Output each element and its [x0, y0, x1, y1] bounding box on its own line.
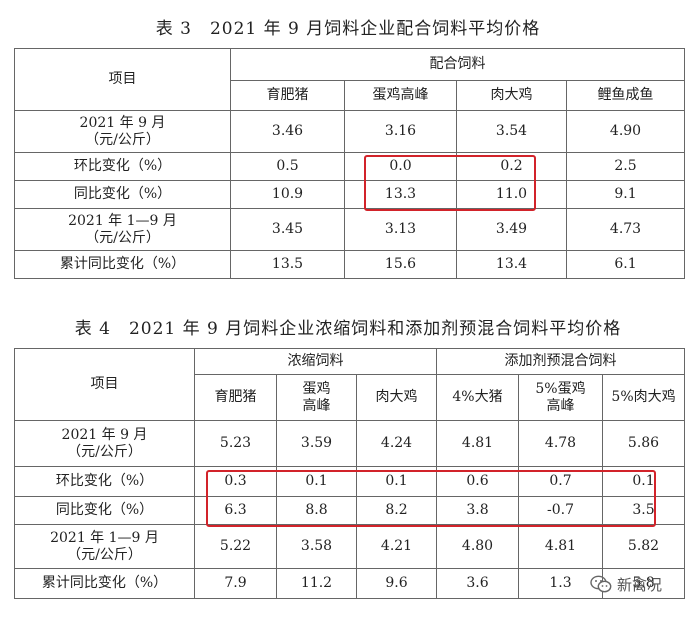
table-row: 环比变化（%） 0.3 0.1 0.1 0.6 0.7 0.1 [14, 466, 686, 497]
table3-col-header: 蛋鸡高峰 [344, 80, 457, 111]
table3-col-header: 肉大鸡 [456, 80, 567, 111]
table-cell: 4.90 [566, 110, 685, 153]
table-cell: 3.59 [276, 420, 357, 467]
table4-item-header: 项目 [14, 348, 195, 421]
table-row: 2021 年 9 月 （元/公斤） 5.23 3.59 4.24 4.81 4.… [14, 420, 686, 467]
table-cell: 9.1 [566, 180, 685, 209]
table4-group-header: 添加剂预混合饲料 [435, 348, 686, 375]
table4-group-header: 浓缩饲料 [194, 348, 437, 375]
table-cell: 13.4 [456, 250, 567, 279]
watermark: 新禽况 [590, 574, 662, 595]
table-row: 同比变化（%） 10.9 13.3 11.0 9.1 [14, 180, 685, 209]
table-cell: 3.16 [344, 110, 457, 153]
table-cell: 1.3 [518, 568, 603, 599]
table-cell: 5.8 [601, 568, 686, 599]
row-label: 环比变化（%） [14, 466, 195, 497]
table-cell: 0.7 [518, 466, 603, 497]
table-cell: 3.46 [230, 110, 345, 153]
table-cell: 3.8 [436, 496, 519, 525]
table-cell: 5.86 [601, 420, 686, 467]
table3-group-header: 配合饲料 [230, 48, 685, 81]
table4-col-header: 5%肉大鸡 [601, 374, 686, 421]
table-cell: 13.3 [344, 180, 457, 209]
table3-title: 表 3 2021 年 9 月饲料企业配合饲料平均价格 [155, 19, 541, 39]
table-row: 累计同比变化（%） 13.5 15.6 13.4 6.1 [14, 250, 685, 279]
table-cell: 11.2 [276, 568, 357, 599]
table-cell: 3.5 [601, 496, 686, 525]
table4-col-header: 5%蛋鸡 高峰 [518, 374, 603, 421]
row-label: 2021 年 1—9 月 （元/公斤） [14, 208, 231, 251]
row-label: 2021 年 9 月 （元/公斤） [14, 110, 231, 153]
table-cell: 4.24 [356, 420, 437, 467]
table-row: 累计同比变化（%） 7.9 11.2 9.6 3.6 1.3 5.8 [14, 568, 686, 599]
table-cell: 4.80 [436, 524, 519, 569]
table-cell: 8.8 [276, 496, 357, 525]
table-cell: 3.13 [344, 208, 457, 251]
row-label: 2021 年 9 月 （元/公斤） [14, 420, 195, 467]
table3-item-header: 项目 [14, 48, 231, 111]
table-cell: 6.3 [194, 496, 277, 525]
table4-title: 表 4 2021 年 9 月饲料企业浓缩饲料和添加剂预混合饲料平均价格 [74, 319, 622, 339]
table4: 项目 浓缩饲料 添加剂预混合饲料 育肥猪 蛋鸡 高峰 肉大鸡 4%大猪 5%蛋鸡… [14, 348, 686, 599]
table3-col-header: 鲤鱼成鱼 [566, 80, 685, 111]
table-row: 2021 年 1—9 月 （元/公斤） 3.45 3.13 3.49 4.73 [14, 208, 685, 251]
watermark-text: 新禽况 [617, 576, 663, 594]
table-cell: 7.9 [194, 568, 277, 599]
table-cell: 2.5 [566, 152, 685, 181]
table-cell: 9.6 [356, 568, 437, 599]
table-cell: 0.2 [456, 152, 567, 181]
table-cell: 4.81 [518, 524, 603, 569]
table-cell: 0.1 [356, 466, 437, 497]
table-cell: 11.0 [456, 180, 567, 209]
table-cell: 5.23 [194, 420, 277, 467]
table4-col-header: 肉大鸡 [356, 374, 437, 421]
row-label: 2021 年 1—9 月 （元/公斤） [14, 524, 195, 569]
table-cell: 0.6 [436, 466, 519, 497]
table-cell: 0.3 [194, 466, 277, 497]
table-cell: 0.1 [276, 466, 357, 497]
table-cell: 0.1 [601, 466, 686, 497]
table-cell: 8.2 [356, 496, 437, 525]
row-label: 累计同比变化（%） [14, 250, 231, 279]
table-row: 2021 年 9 月 （元/公斤） 3.46 3.16 3.54 4.90 [14, 110, 685, 153]
table-cell: 6.1 [566, 250, 685, 279]
table3-col-header: 育肥猪 [230, 80, 345, 111]
table-cell: 4.81 [436, 420, 519, 467]
table4-col-header: 蛋鸡 高峰 [276, 374, 357, 421]
table-cell: 5.22 [194, 524, 277, 569]
table-cell: 3.54 [456, 110, 567, 153]
table-cell: 0.5 [230, 152, 345, 181]
table-cell: 4.73 [566, 208, 685, 251]
row-label: 同比变化（%） [14, 496, 195, 525]
table-row: 同比变化（%） 6.3 8.8 8.2 3.8 -0.7 3.5 [14, 496, 686, 525]
table-cell: 4.21 [356, 524, 437, 569]
table-cell: 3.6 [436, 568, 519, 599]
table4-col-header: 育肥猪 [194, 374, 277, 421]
table3: 项目 配合饲料 育肥猪 蛋鸡高峰 肉大鸡 鲤鱼成鱼 2021 年 9 月 （元/… [14, 48, 685, 279]
table-cell: 10.9 [230, 180, 345, 209]
row-label: 累计同比变化（%） [14, 568, 195, 599]
row-label: 同比变化（%） [14, 180, 231, 209]
table-cell: 5.82 [601, 524, 686, 569]
table-cell: 13.5 [230, 250, 345, 279]
table-cell: 0.0 [344, 152, 457, 181]
table-cell: -0.7 [518, 496, 603, 525]
table-cell: 4.78 [518, 420, 603, 467]
table-cell: 3.45 [230, 208, 345, 251]
table-row: 环比变化（%） 0.5 0.0 0.2 2.5 [14, 152, 685, 181]
table-cell: 3.49 [456, 208, 567, 251]
table4-col-header: 4%大猪 [436, 374, 519, 421]
row-label: 环比变化（%） [14, 152, 231, 181]
wechat-icon [590, 575, 612, 594]
table-cell: 3.58 [276, 524, 357, 569]
table-cell: 15.6 [344, 250, 457, 279]
table-row: 2021 年 1—9 月 （元/公斤） 5.22 3.58 4.21 4.80 … [14, 524, 686, 569]
